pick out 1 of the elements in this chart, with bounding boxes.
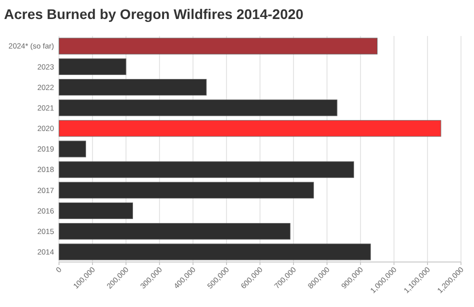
chart-title: Acres Burned by Oregon Wildfires 2014-2020 — [4, 6, 304, 22]
